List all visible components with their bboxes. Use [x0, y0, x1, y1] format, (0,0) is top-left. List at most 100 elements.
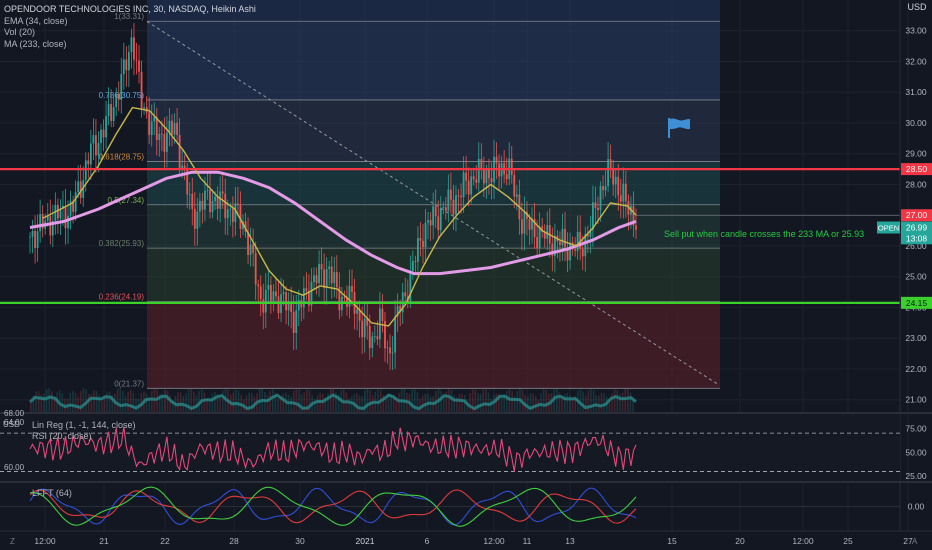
volume-bar — [248, 392, 250, 412]
candle-body — [308, 291, 310, 306]
linreg-legend: Lin Reg (1, -1, 144, close) — [32, 420, 136, 430]
volume-bar — [148, 396, 150, 412]
volume-bar — [440, 390, 442, 412]
candle-body — [576, 231, 579, 251]
trade-annotation: Sell put when candle crosses the 233 MA … — [664, 229, 865, 239]
candle-body — [287, 301, 290, 311]
volume-bar — [445, 391, 448, 412]
volume-bar — [498, 394, 500, 412]
volume-bar — [74, 392, 77, 412]
candle-body — [204, 190, 206, 210]
y-tick-label: 32.00 — [905, 56, 927, 66]
volume-bar — [619, 394, 621, 412]
candle-body — [602, 186, 604, 191]
volume-bar — [529, 393, 532, 412]
volume-bar — [122, 391, 124, 412]
volume-bar — [503, 396, 505, 412]
y-tick-label: 21.00 — [905, 395, 927, 405]
volume-bar — [179, 392, 182, 412]
candle-body — [244, 221, 247, 232]
candle-body — [315, 275, 318, 284]
volume-bar — [185, 393, 187, 412]
candle-body — [100, 129, 102, 144]
candle-body — [384, 320, 386, 349]
volume-bar — [442, 395, 445, 412]
x-tick-label: 2021 — [356, 536, 375, 546]
volume-bar — [469, 393, 471, 412]
candle-body — [117, 93, 120, 100]
ma-233-line — [29, 170, 637, 276]
candle-body — [158, 133, 161, 141]
pane2-legend: Lin Reg (1, -1, 144, close) RSI (20, clo… — [32, 420, 136, 442]
candle-body — [394, 316, 397, 353]
volume-bar — [82, 388, 85, 412]
candle-body — [239, 204, 242, 229]
candle-body — [193, 208, 196, 229]
candle-body — [226, 209, 229, 219]
corner-auto-label[interactable]: A — [912, 537, 918, 546]
volume-bar — [206, 398, 208, 412]
volume-bar — [616, 390, 619, 412]
candle-body — [219, 191, 222, 209]
x-tick-label: 11 — [523, 536, 532, 546]
volume-bar — [308, 390, 311, 412]
volume-bar — [398, 393, 400, 412]
candle-body — [553, 235, 556, 256]
volume-bar — [424, 393, 427, 412]
volume-bar — [274, 392, 277, 412]
x-tick-label: 6 — [425, 536, 430, 546]
candle-body — [201, 200, 204, 210]
candle-body — [148, 112, 151, 135]
candle-body — [569, 242, 571, 261]
volume-bar — [621, 392, 624, 412]
rsi-tick-label: 25.00 — [905, 471, 927, 481]
candle-body — [221, 191, 224, 194]
candle-body — [551, 243, 554, 256]
candle-body — [133, 37, 135, 60]
candle-body — [155, 116, 158, 141]
candle-body — [505, 174, 508, 180]
currency-label[interactable]: USD — [907, 2, 927, 12]
candle-body — [599, 186, 602, 211]
candle-body — [318, 264, 320, 284]
volume-bar — [627, 388, 629, 412]
candle-body — [267, 284, 270, 290]
volume-bar — [219, 396, 221, 412]
volume-bar — [69, 393, 72, 412]
candle-body — [427, 220, 429, 223]
candle-body — [366, 318, 369, 326]
candle-body — [196, 211, 199, 229]
candle-body — [120, 74, 123, 100]
volume-bar — [474, 389, 477, 412]
volume-bar — [45, 389, 48, 412]
volume-bar — [382, 395, 385, 412]
volume-bar — [327, 393, 329, 412]
volume-bar — [556, 388, 558, 412]
volume-bar — [395, 398, 398, 412]
candle-body — [87, 160, 90, 165]
candle-body — [163, 134, 166, 152]
candle-body — [439, 208, 442, 231]
candle-body — [513, 174, 516, 197]
y-tick-label: 29.00 — [905, 149, 927, 159]
flag-icon[interactable] — [668, 118, 690, 138]
candle-body — [561, 228, 564, 246]
volume-bar — [300, 394, 303, 412]
pane2-left-tag: 64.00 — [4, 418, 25, 427]
candle-body — [135, 59, 138, 61]
candle-body — [546, 224, 549, 239]
volume-bar — [413, 389, 416, 412]
candle-body — [160, 133, 163, 135]
volume-bar — [85, 389, 87, 412]
candle-body — [411, 261, 414, 271]
volume-bar — [158, 394, 161, 412]
pane2-left-tag: 60.00 — [4, 463, 25, 472]
candle-body — [89, 143, 92, 165]
fib-zone — [147, 99, 720, 162]
fib-label: 0.618(28.75) — [99, 152, 145, 161]
candle-body — [209, 190, 211, 213]
corner-zoom-label[interactable]: Z — [10, 537, 15, 546]
open-badge-label: OPEN — [878, 224, 899, 233]
volume-bar — [277, 398, 279, 412]
